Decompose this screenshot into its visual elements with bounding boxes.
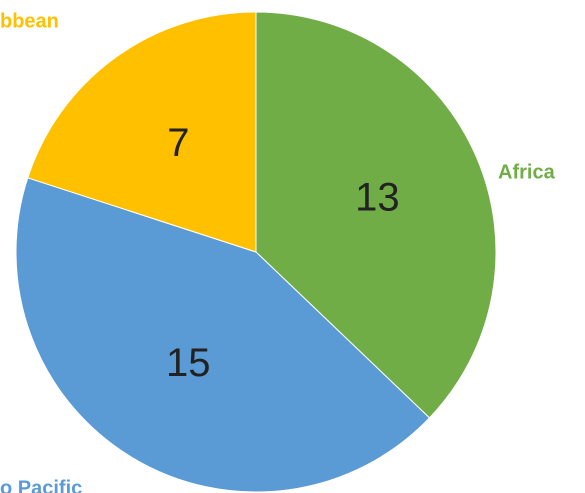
category-label: o Pacific: [0, 477, 82, 493]
pie-slice: [255, 11, 497, 419]
value-label: 13: [355, 176, 400, 220]
category-label: Africa: [498, 161, 556, 183]
pie-slice: [27, 11, 257, 253]
pie-slice: [15, 177, 431, 493]
value-label: 7: [167, 121, 189, 165]
value-label: 15: [166, 341, 211, 385]
category-label: bbean: [0, 10, 59, 32]
